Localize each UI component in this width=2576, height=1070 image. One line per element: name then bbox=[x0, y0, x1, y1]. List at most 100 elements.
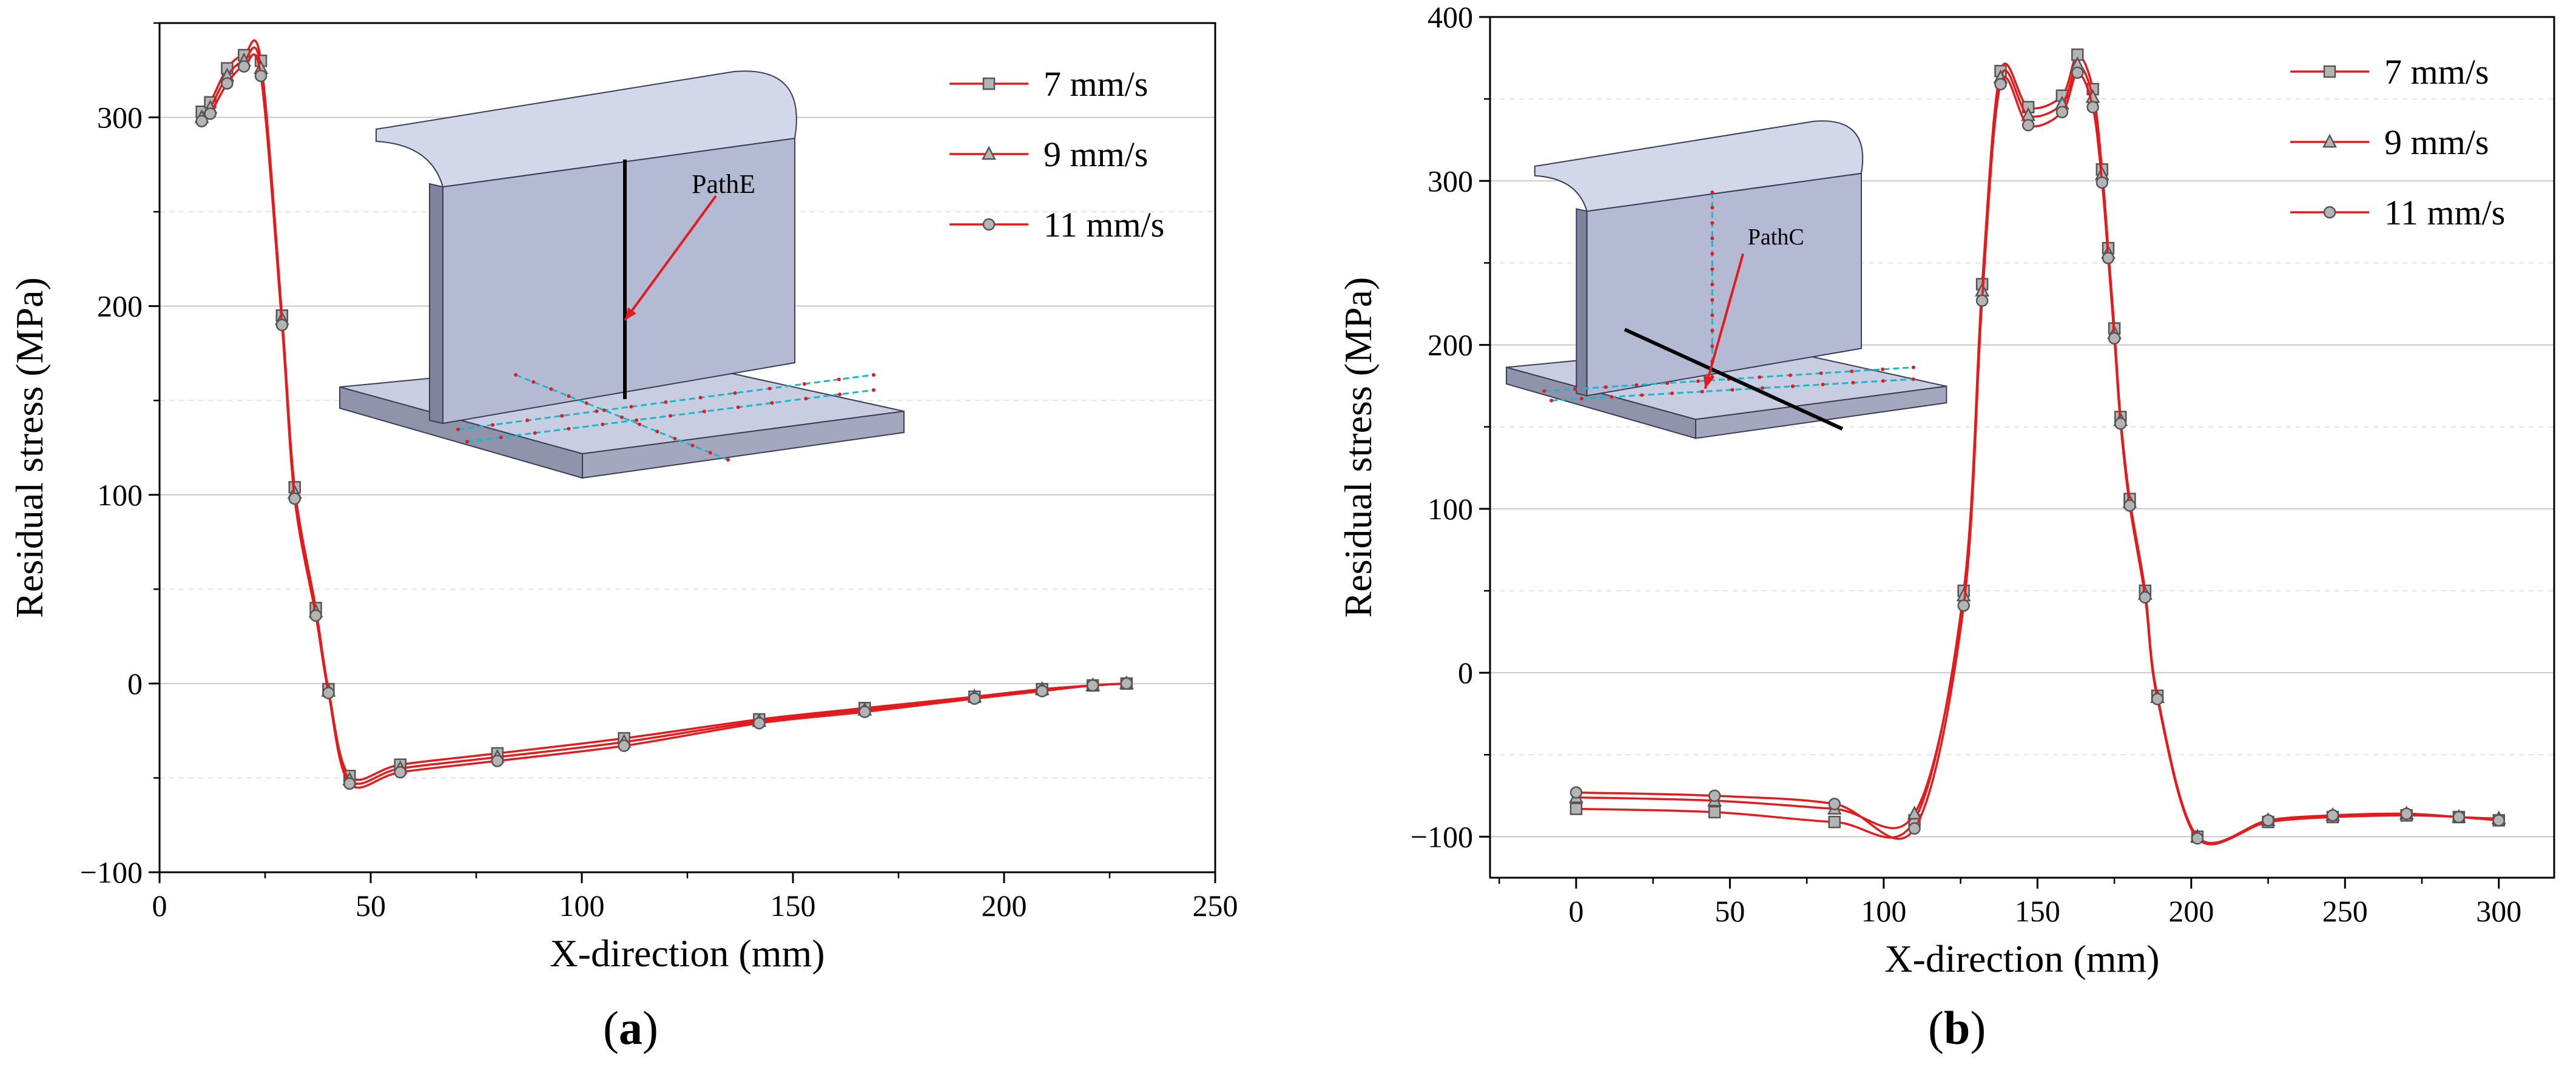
inset-sample-point bbox=[1610, 395, 1614, 399]
inset-sample-point bbox=[1710, 206, 1715, 210]
inset-highlight-path bbox=[1623, 328, 1844, 431]
inset-sample-point bbox=[690, 443, 695, 448]
data-point bbox=[2102, 252, 2115, 264]
plot-frame bbox=[1489, 16, 2555, 879]
y-axis-label: Residual stress (MPa) bbox=[1337, 277, 1380, 618]
inset-web-edge bbox=[429, 183, 443, 425]
data-point bbox=[753, 716, 766, 730]
legend-item: 7 mm/s bbox=[2290, 52, 2489, 92]
y-tick-label: 100 bbox=[97, 478, 143, 512]
inset-sample-point bbox=[629, 405, 633, 409]
data-point bbox=[221, 77, 234, 90]
data-point bbox=[1994, 78, 2007, 91]
inset-sample-point bbox=[698, 395, 703, 400]
x-tick-label: 100 bbox=[1861, 894, 1906, 928]
legend-swatch-marker bbox=[2322, 133, 2337, 148]
inset-plate-side bbox=[1695, 385, 1947, 439]
legend-swatch-marker bbox=[2323, 65, 2336, 78]
x-tick-label: 250 bbox=[1193, 889, 1238, 923]
data-point bbox=[343, 777, 356, 790]
inset-sample-point bbox=[1911, 365, 1915, 369]
inset-sample-point bbox=[635, 418, 639, 422]
data-point bbox=[2492, 814, 2506, 827]
data-point bbox=[2191, 832, 2204, 845]
y-tick-label: 0 bbox=[127, 667, 143, 701]
data-point bbox=[195, 115, 208, 128]
data-point bbox=[2452, 810, 2466, 824]
inset-sample-point bbox=[1710, 190, 1715, 194]
data-point bbox=[1907, 806, 1922, 819]
legend-label: 9 mm/s bbox=[2384, 123, 2489, 162]
inset-sample-point bbox=[702, 409, 706, 414]
x-tick-label: 300 bbox=[2476, 894, 2521, 928]
inset-sample-point bbox=[673, 437, 677, 440]
y-tick-label: −100 bbox=[1411, 819, 1473, 853]
inset-sample-point bbox=[1850, 369, 1854, 374]
inset-sample-point bbox=[533, 431, 537, 435]
y-axis-label: Residual stress (MPa) bbox=[8, 277, 51, 618]
inset-sample-point bbox=[733, 391, 737, 395]
inset-sample-point bbox=[1819, 371, 1823, 375]
inset-sample-point bbox=[1670, 391, 1674, 395]
series-line bbox=[1576, 72, 2499, 846]
inset-sample-point bbox=[1640, 393, 1644, 397]
inset-sample-point bbox=[664, 400, 668, 404]
data-point bbox=[1570, 786, 1583, 799]
inset-sample-point bbox=[802, 382, 806, 386]
x-tick-label: 150 bbox=[770, 889, 816, 923]
data-point bbox=[1086, 679, 1099, 692]
inset-sample-point bbox=[1700, 389, 1704, 394]
y-tick-label: 100 bbox=[1428, 492, 1473, 526]
series-circle bbox=[195, 53, 1133, 790]
inset-flange bbox=[1534, 120, 1864, 212]
inset-sample-point bbox=[560, 414, 564, 418]
legend-swatch-marker bbox=[982, 77, 996, 90]
inset-arrow-head bbox=[625, 307, 636, 320]
data-point bbox=[288, 492, 301, 505]
inset-sample-point bbox=[595, 409, 599, 413]
y-tick-label: 300 bbox=[1428, 164, 1473, 198]
legend-label: 7 mm/s bbox=[2384, 52, 2489, 92]
inset-sample-point bbox=[669, 414, 672, 418]
inset-sample-point bbox=[549, 387, 553, 391]
inset-sample-point bbox=[584, 401, 588, 405]
inset-sample-point bbox=[491, 423, 495, 427]
inset-3d-model: PathE bbox=[339, 70, 905, 479]
data-point bbox=[1908, 822, 1921, 835]
inset-sample-point bbox=[1549, 399, 1554, 403]
y-tick-label: 200 bbox=[97, 289, 143, 323]
inset-sample-point bbox=[837, 377, 841, 382]
y-tick-label: −100 bbox=[80, 855, 143, 889]
inset-sample-point bbox=[1710, 298, 1715, 302]
inset-sample-point bbox=[499, 435, 503, 439]
legend-item: 11 mm/s bbox=[2290, 193, 2505, 232]
inset-sample-point bbox=[872, 388, 875, 392]
legend-item: 7 mm/s bbox=[949, 64, 1148, 104]
legend: 7 mm/s 9 mm/s 11 mm/s bbox=[949, 64, 1164, 244]
inset-arrow bbox=[624, 195, 717, 321]
x-tick-label: 50 bbox=[1715, 894, 1745, 928]
inset-web-edge bbox=[1576, 208, 1588, 397]
inset-sample-point bbox=[1851, 380, 1855, 385]
inset-sample-point bbox=[1821, 382, 1825, 386]
inset-sample-point bbox=[1710, 252, 1715, 256]
inset-sample-point bbox=[1710, 267, 1715, 271]
inset-sample-point bbox=[655, 429, 659, 434]
inset-sample-point bbox=[1710, 329, 1715, 333]
data-point bbox=[1708, 789, 1721, 802]
data-point bbox=[275, 318, 289, 332]
data-point bbox=[2139, 591, 2152, 604]
inset-sample-point bbox=[1665, 381, 1670, 385]
inset-sample-point bbox=[1790, 384, 1795, 388]
inset-plate-side bbox=[582, 410, 905, 479]
x-tick-label: 200 bbox=[2168, 894, 2214, 928]
inset-sample-point bbox=[804, 397, 808, 401]
data-point bbox=[2114, 417, 2127, 430]
data-point bbox=[204, 107, 217, 120]
x-tick-label: 50 bbox=[356, 889, 386, 923]
chart-panel-a: PathE 0 50 100 150 200 250 −100 0 100 200 300 X-dire… bbox=[8, 22, 1238, 975]
legend-item: 9 mm/s bbox=[949, 135, 1148, 174]
data-point bbox=[2021, 119, 2035, 132]
data-point bbox=[1036, 685, 1048, 698]
